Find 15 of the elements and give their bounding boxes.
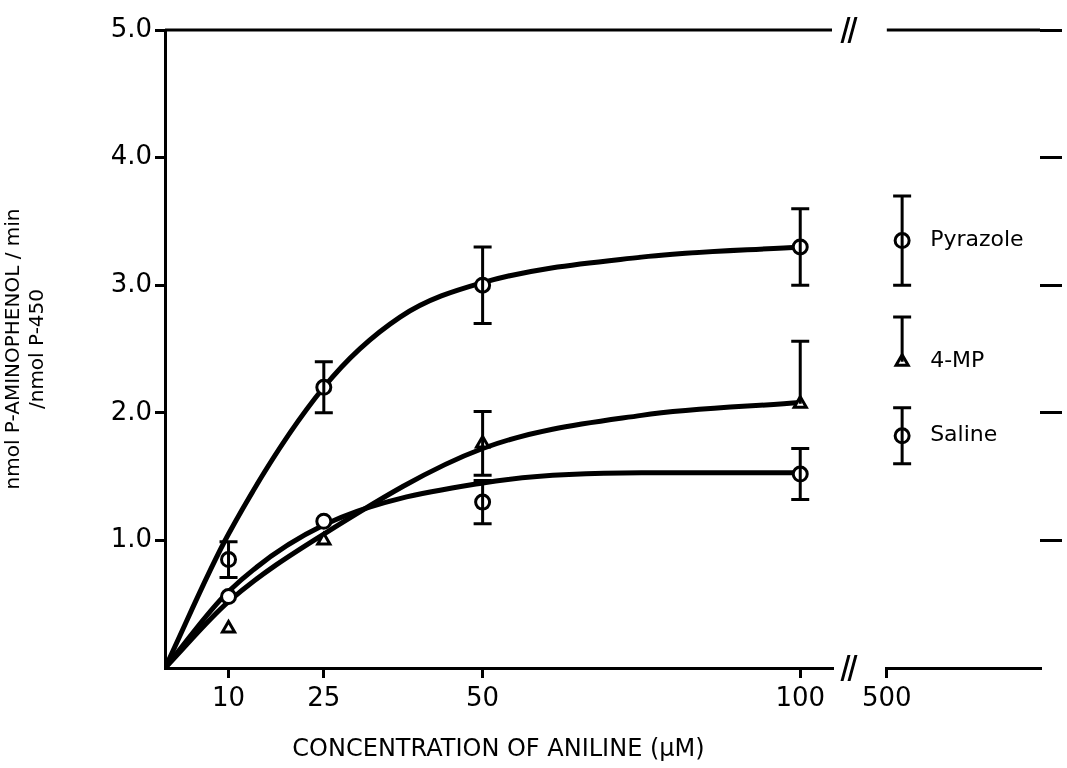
series-label: Saline <box>930 421 998 447</box>
x-tick-label: 100 <box>775 682 826 713</box>
y-tick-label: 2.0 <box>110 395 152 426</box>
y-tick-label: 3.0 <box>110 267 152 298</box>
y-tick-label: 4.0 <box>110 140 152 171</box>
x-tick-label: 50 <box>466 682 500 713</box>
series-label: 4-MP <box>930 347 985 373</box>
x-axis-title: CONCENTRATION OF ANILINE (μM) <box>292 733 705 762</box>
x-tick-label: 25 <box>307 682 341 713</box>
x-tick-label: 500 <box>861 682 912 713</box>
x-tick-label: 10 <box>211 682 246 713</box>
y-axis-title: nmol P-AMINOPHENOL / min /nmol P-450 <box>0 208 49 490</box>
y-tick-label: 5.0 <box>110 12 152 43</box>
series-label: Pyrazole <box>930 226 1024 252</box>
y-tick-label: 1.0 <box>110 523 152 554</box>
